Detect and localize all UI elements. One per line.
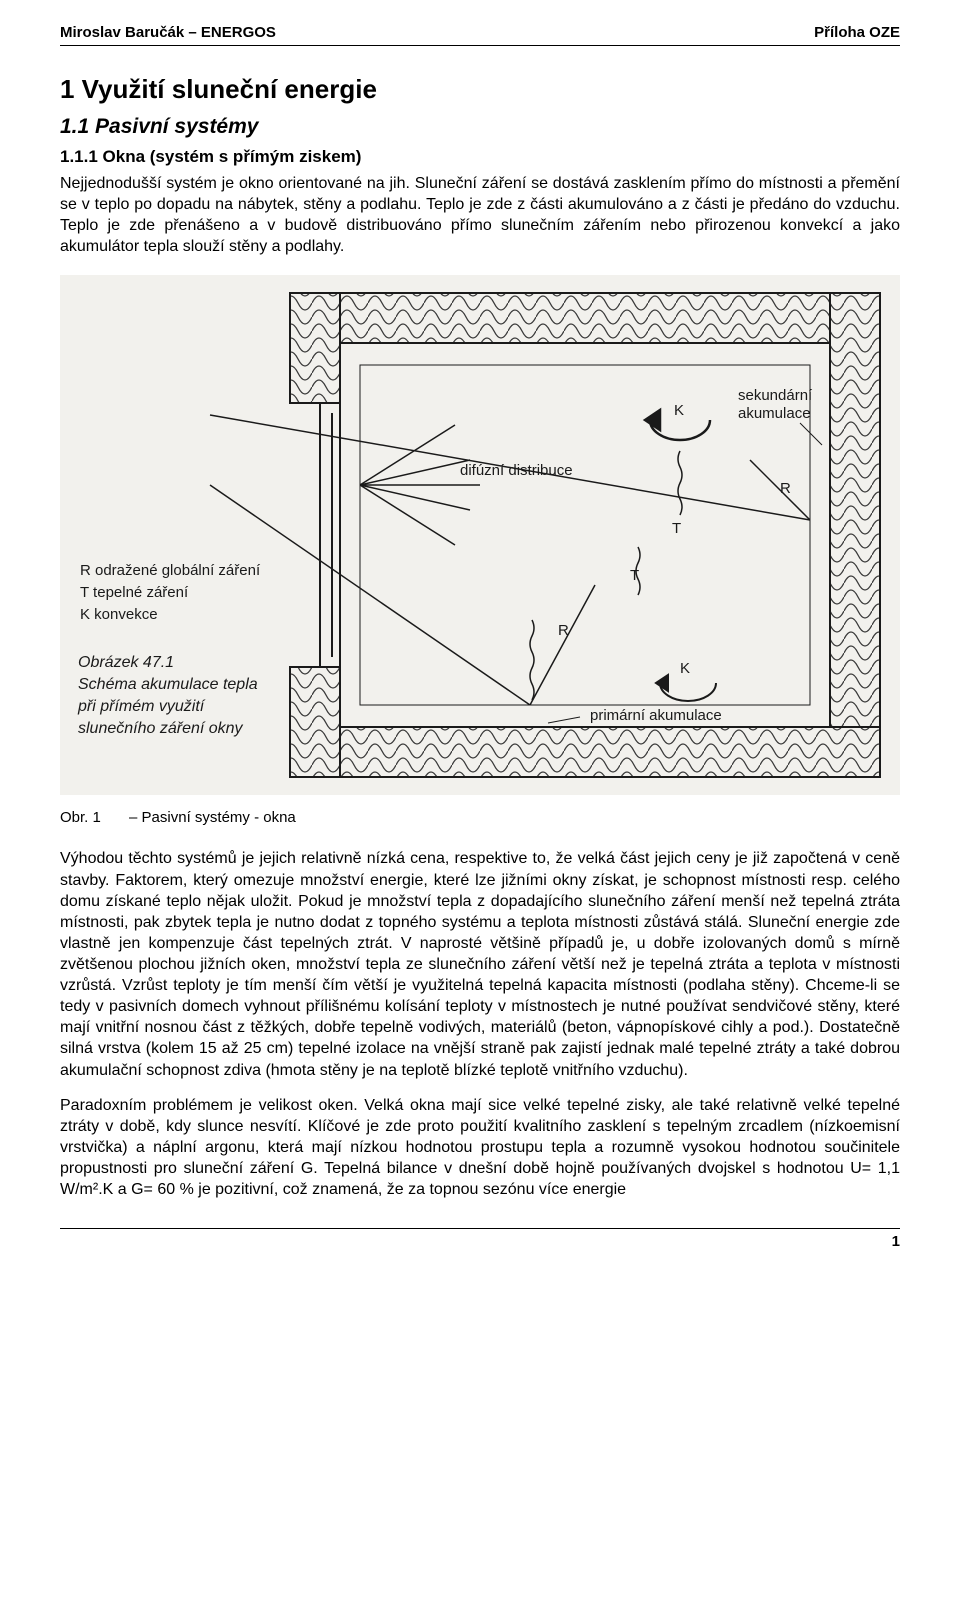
legend-T: T tepelné záření (80, 584, 189, 601)
heading-3: 1.1.1 Okna (systém s přímým ziskem) (60, 147, 900, 167)
label-primarni: primární akumulace (590, 707, 722, 724)
fig-title: Obrázek 47.1 (78, 654, 174, 671)
legend-K: K konvekce (80, 606, 158, 623)
label-R1: R (558, 622, 569, 639)
figure-schema: difúzní distribuce R primární akumulace … (60, 275, 900, 795)
label-T2: T (630, 567, 639, 584)
figure-caption: Obr. 1 – Pasivní systémy - okna (60, 809, 900, 826)
footer-rule (60, 1228, 900, 1229)
paragraph-3: Paradoxním problémem je velikost oken. V… (60, 1095, 900, 1201)
label-sekundarni-1: sekundární (738, 387, 813, 404)
page-number: 1 (60, 1233, 900, 1250)
fig-sub2: při přímém využití (77, 698, 206, 715)
caption-label: Obr. 1 (60, 809, 101, 826)
label-sekundarni-2: akumulace (738, 405, 811, 422)
label-T1: T (672, 520, 681, 537)
heading-1: 1 Využití sluneční energie (60, 74, 900, 105)
label-K2: K (680, 660, 690, 677)
legend-R: R odražené globální záření (80, 562, 261, 579)
header-left: Miroslav Baručák – ENERGOS (60, 24, 276, 41)
figure-svg: difúzní distribuce R primární akumulace … (60, 275, 900, 795)
fig-sub3: slunečního záření okny (78, 720, 244, 737)
label-K1: K (674, 402, 684, 419)
label-difuzni: difúzní distribuce (460, 462, 573, 479)
header-rule (60, 45, 900, 46)
page-header: Miroslav Baručák – ENERGOS Příloha OZE (60, 24, 900, 41)
paragraph-2: Výhodou těchto systémů je jejich relativ… (60, 848, 900, 1080)
label-R2: R (780, 480, 791, 497)
heading-2: 1.1 Pasivní systémy (60, 115, 900, 139)
fig-sub1: Schéma akumulace tepla (78, 676, 258, 693)
caption-text: – Pasivní systémy - okna (129, 809, 296, 826)
paragraph-intro: Nejjednodušší systém je okno orientované… (60, 173, 900, 257)
header-right: Příloha OZE (814, 24, 900, 41)
